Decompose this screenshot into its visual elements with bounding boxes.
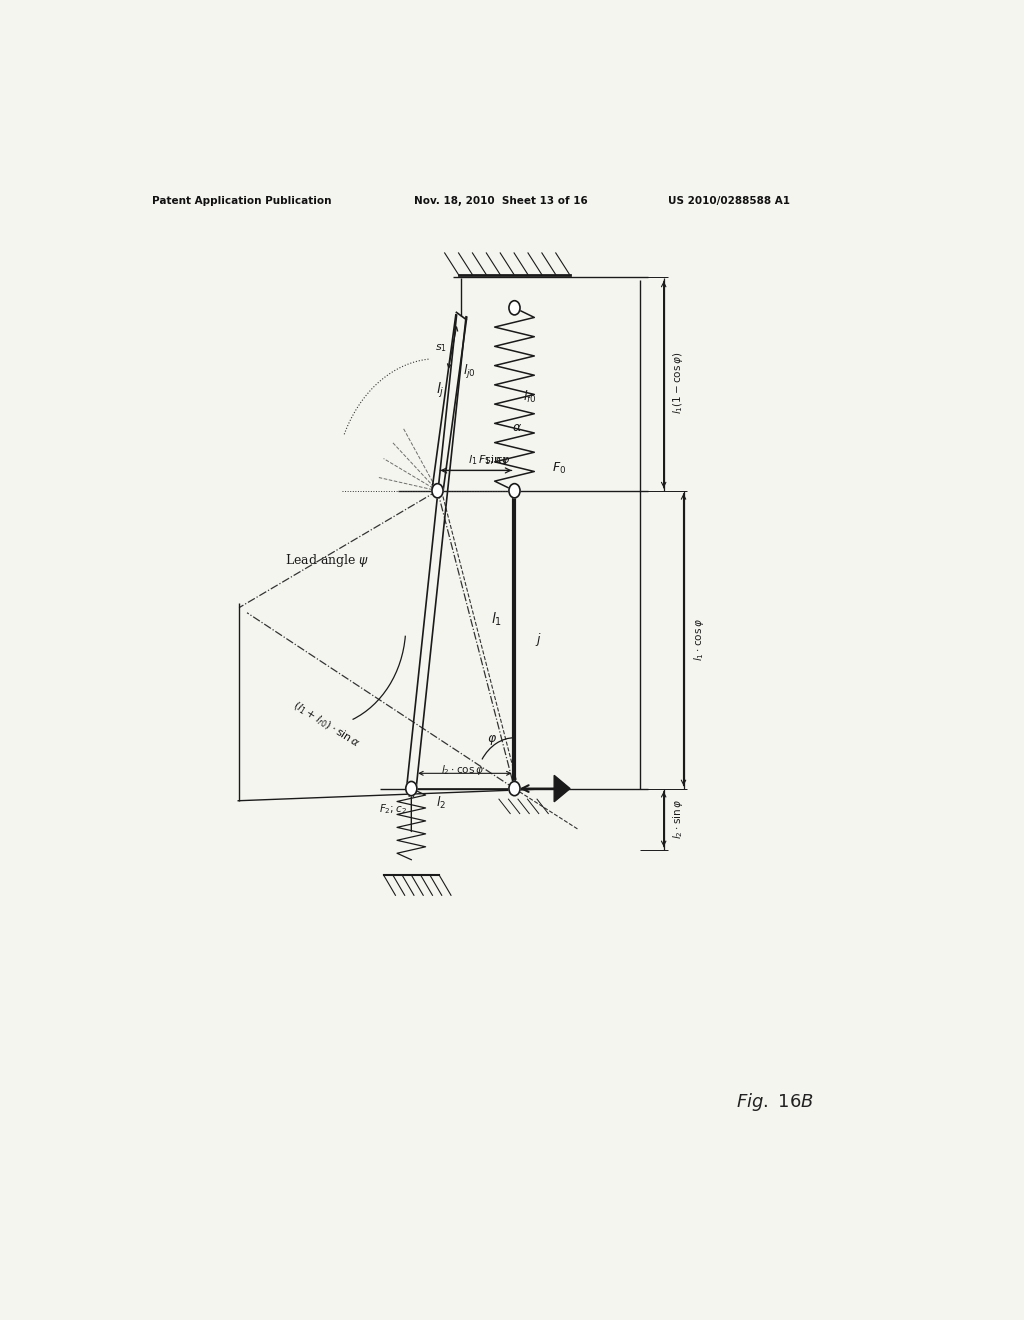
Circle shape [432,483,443,498]
Text: Nov. 18, 2010  Sheet 13 of 16: Nov. 18, 2010 Sheet 13 of 16 [414,197,588,206]
Text: $l_1 \cdot \cos\varphi$: $l_1 \cdot \cos\varphi$ [692,618,707,661]
Text: $\varphi$: $\varphi$ [487,733,498,747]
Circle shape [509,301,520,315]
Text: $\alpha$: $\alpha$ [512,421,522,434]
Text: Lead angle $\psi$: Lead angle $\psi$ [285,552,370,569]
Text: $Fig.\ 16B$: $Fig.\ 16B$ [736,1090,814,1113]
Text: $l_2$: $l_2$ [436,795,446,810]
Polygon shape [554,775,570,801]
Text: US 2010/0288588 A1: US 2010/0288588 A1 [668,197,790,206]
Text: $F_0$: $F_0$ [552,461,566,477]
Text: $(l_1 + l_{r0}) \cdot \sin\alpha$: $(l_1 + l_{r0}) \cdot \sin\alpha$ [290,698,362,751]
Text: $l_j$: $l_j$ [435,380,444,400]
Text: $l_2 \cdot \sin\varphi$: $l_2 \cdot \sin\varphi$ [671,799,685,840]
Text: $l_{j0}$: $l_{j0}$ [463,363,476,381]
Text: $l_{f0}$: $l_{f0}$ [523,389,537,405]
Text: $F_2; c_2$: $F_2; c_2$ [380,803,408,816]
Text: $j$: $j$ [535,631,542,648]
Text: $l_2 \cdot \cos\varphi$: $l_2 \cdot \cos\varphi$ [441,763,484,777]
Text: $F_1; c_1$: $F_1; c_1$ [478,453,508,467]
Circle shape [509,483,520,498]
Circle shape [406,781,417,796]
Text: $l_1(1-\cos\varphi)$: $l_1(1-\cos\varphi)$ [671,352,685,414]
Text: Patent Application Publication: Patent Application Publication [152,197,332,206]
Text: $s_1$: $s_1$ [434,343,446,354]
Text: $l_1$: $l_1$ [492,611,503,628]
Text: $l_1 \cdot \sin\varphi$: $l_1 \cdot \sin\varphi$ [468,453,511,467]
Circle shape [509,781,520,796]
